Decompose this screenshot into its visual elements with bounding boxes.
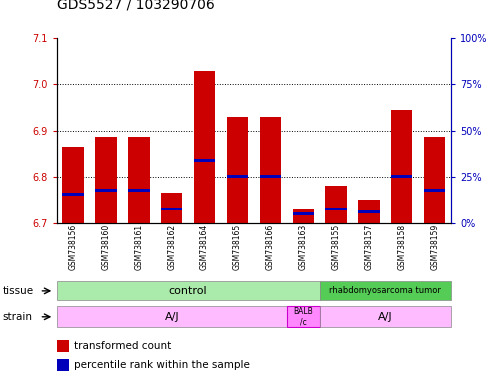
Bar	[194, 159, 215, 162]
FancyBboxPatch shape	[319, 306, 451, 327]
Bar	[227, 175, 248, 178]
Text: BALB
/c: BALB /c	[293, 308, 313, 326]
Bar	[95, 189, 117, 192]
Bar	[260, 117, 281, 223]
Bar	[57, 359, 69, 371]
Bar	[424, 137, 445, 223]
FancyBboxPatch shape	[57, 281, 319, 300]
Bar	[128, 189, 149, 192]
Text: percentile rank within the sample: percentile rank within the sample	[74, 360, 250, 370]
Bar	[161, 207, 182, 210]
FancyBboxPatch shape	[57, 306, 287, 327]
Text: GDS5527 / 103290706: GDS5527 / 103290706	[57, 0, 214, 12]
Bar	[325, 186, 347, 223]
Bar	[161, 193, 182, 223]
Bar	[292, 212, 314, 215]
Bar	[57, 340, 69, 352]
Bar	[63, 147, 84, 223]
Bar	[95, 137, 117, 223]
Bar	[260, 175, 281, 178]
Bar	[194, 71, 215, 223]
Bar	[128, 137, 149, 223]
Text: control: control	[169, 286, 208, 296]
Bar	[227, 117, 248, 223]
Bar	[424, 189, 445, 192]
FancyBboxPatch shape	[287, 306, 319, 327]
Bar	[292, 209, 314, 223]
Text: transformed count: transformed count	[74, 341, 171, 351]
Bar	[358, 210, 380, 213]
Text: A/J: A/J	[378, 312, 392, 322]
Bar	[358, 200, 380, 223]
Text: rhabdomyosarcoma tumor: rhabdomyosarcoma tumor	[329, 286, 441, 295]
Bar	[325, 207, 347, 210]
Text: A/J: A/J	[165, 312, 179, 322]
Bar	[63, 193, 84, 195]
Text: tissue: tissue	[2, 286, 34, 296]
Bar	[391, 175, 413, 178]
Text: strain: strain	[2, 312, 33, 322]
FancyBboxPatch shape	[319, 281, 451, 300]
Bar	[391, 110, 413, 223]
